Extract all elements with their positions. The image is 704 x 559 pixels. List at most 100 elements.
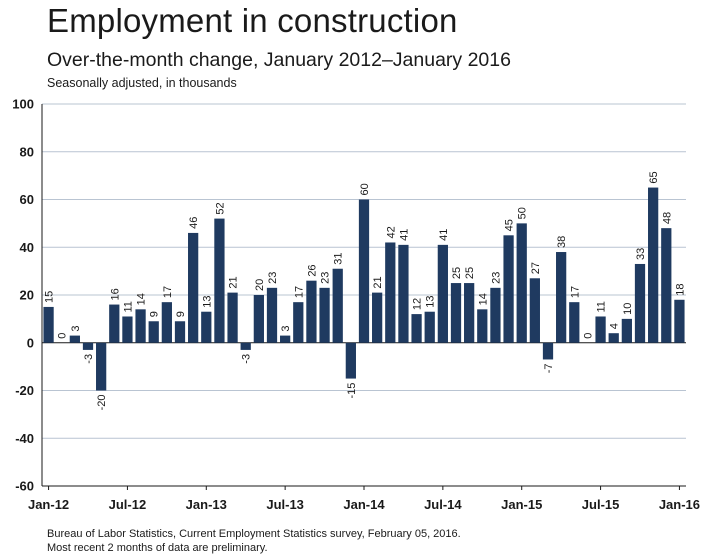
y-tick-label: 100: [12, 97, 34, 112]
y-tick-label: 40: [20, 240, 34, 255]
data-label: -15: [346, 383, 358, 399]
bar: [621, 318, 632, 343]
data-labels: 1503-3-20161114917946135221-320233172623…: [44, 171, 687, 410]
data-label: 23: [320, 272, 332, 284]
bar: [82, 342, 94, 350]
bar: [96, 342, 107, 391]
x-tick-label: Jul-13: [266, 497, 304, 512]
data-label: 31: [333, 252, 345, 264]
x-axis-ticks: Jan-12 Jul-12 Jan-13 Jul-13 Jan-14 Jul-14 Jan-…: [28, 486, 700, 512]
data-label: 20: [254, 279, 266, 291]
data-label: 0: [582, 333, 594, 339]
data-label: -3: [83, 354, 95, 364]
bar: [332, 268, 343, 343]
bar: [253, 295, 264, 343]
data-label: 3: [70, 325, 82, 331]
data-label: 52: [214, 202, 226, 214]
bar: [122, 316, 133, 343]
bar: [477, 309, 488, 343]
x-tick-label: Jan-15: [501, 497, 542, 512]
bar: [161, 302, 172, 343]
data-label: 23: [490, 272, 502, 284]
bar: [674, 299, 685, 343]
bar: [503, 235, 514, 343]
data-label: 65: [648, 171, 660, 183]
bar: [437, 244, 448, 343]
data-label: 48: [661, 212, 673, 224]
x-tick-label: Jul-14: [424, 497, 462, 512]
data-label: 12: [412, 298, 424, 310]
bar: [516, 223, 527, 343]
bar: [411, 314, 422, 343]
bar: [306, 280, 317, 343]
bar: [214, 218, 225, 343]
data-label: 25: [464, 267, 476, 279]
x-tick-label: Jul-15: [582, 497, 620, 512]
data-label: -3: [241, 354, 253, 364]
bar: [227, 292, 238, 343]
bars: [43, 187, 685, 391]
data-label: 17: [569, 286, 581, 298]
y-axis-ticks: -60 -40 -20 0 20 40 60 80 100: [12, 97, 34, 494]
data-label: 11: [596, 301, 608, 312]
data-label: 42: [385, 226, 397, 238]
bar: [595, 316, 606, 343]
x-tick-label: Jan-14: [343, 497, 385, 512]
data-label: 26: [306, 264, 318, 276]
bar: [240, 342, 251, 350]
data-label: 60: [359, 183, 371, 195]
data-label: 25: [451, 267, 463, 279]
data-label: 18: [674, 284, 686, 296]
data-label: 17: [162, 286, 174, 298]
bar: [424, 311, 435, 343]
bar: [490, 287, 501, 343]
y-tick-label: 80: [20, 144, 34, 159]
bar: [648, 187, 659, 343]
data-label: 14: [477, 293, 489, 305]
bar: [188, 232, 199, 343]
y-tick-label: 60: [20, 192, 34, 207]
bar: [201, 311, 212, 343]
preliminary-note: Most recent 2 months of data are prelimi…: [47, 542, 268, 554]
data-label: 27: [530, 262, 542, 274]
data-label: 41: [438, 229, 450, 241]
source-note: Bureau of Labor Statistics, Current Empl…: [47, 528, 461, 540]
bar: [266, 287, 278, 343]
data-label: 23: [267, 272, 279, 284]
data-label: 50: [517, 207, 529, 219]
bar: [398, 244, 409, 343]
data-label: 11: [122, 301, 134, 312]
chart-title: Employment in construction: [47, 2, 458, 39]
x-tick-label: Jan-16: [659, 497, 700, 512]
bar: [634, 263, 646, 343]
data-label: -7: [543, 363, 555, 373]
bar: [148, 321, 159, 343]
y-tick-label: -60: [15, 479, 34, 494]
data-label: 14: [136, 293, 148, 305]
bar: [529, 278, 540, 343]
bar: [464, 283, 475, 343]
data-label: 10: [622, 303, 634, 315]
bar: [174, 321, 186, 343]
data-label: 17: [293, 286, 305, 298]
bar: [450, 283, 462, 343]
chart-subtitle: Over-the-month change, January 2012–Janu…: [47, 49, 511, 71]
bar: [569, 302, 580, 343]
y-axis-units-label: Seasonally adjusted, in thousands: [47, 76, 237, 90]
bar: [293, 302, 304, 343]
bar: [280, 335, 291, 343]
bar: [556, 252, 567, 343]
data-label: 9: [149, 311, 161, 317]
bar: [358, 199, 370, 343]
x-tick-label: Jul-12: [109, 497, 147, 512]
data-label: 33: [635, 248, 647, 260]
bar: [135, 309, 146, 343]
data-label: 21: [228, 276, 240, 288]
data-label: -20: [96, 395, 108, 411]
y-tick-label: 20: [20, 288, 34, 303]
data-label: 41: [398, 229, 410, 241]
data-label: 46: [188, 217, 200, 229]
y-tick-label: -20: [15, 383, 34, 398]
data-label: 4: [609, 323, 621, 329]
